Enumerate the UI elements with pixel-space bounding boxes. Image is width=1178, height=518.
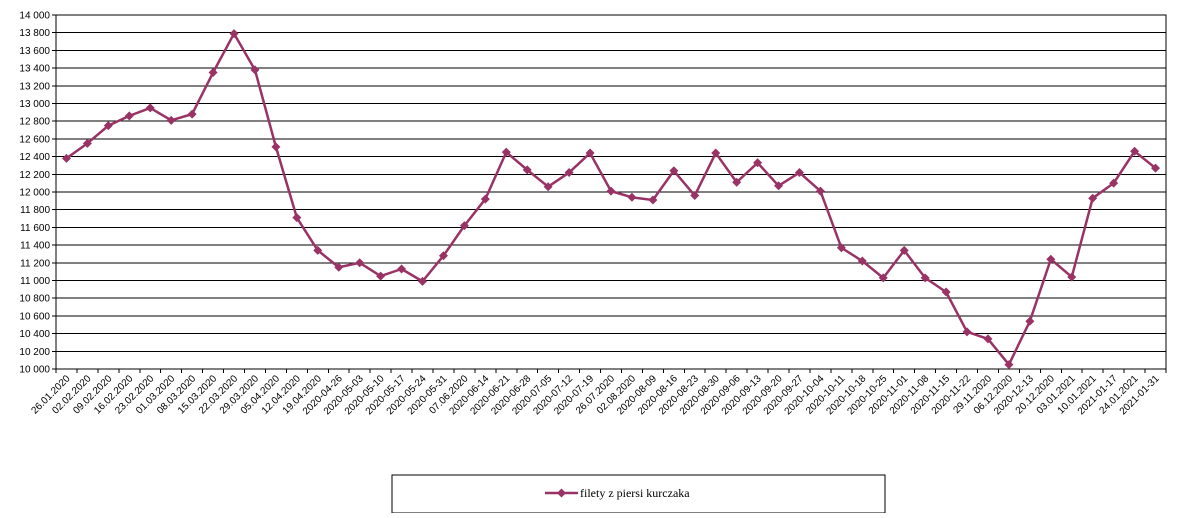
data-point-marker [208, 68, 218, 78]
data-point-marker [145, 103, 155, 113]
data-point-marker [732, 177, 742, 187]
data-point-marker [899, 245, 909, 255]
data-point-marker [983, 334, 993, 344]
data-point-marker [543, 182, 553, 192]
data-point-marker [166, 115, 176, 125]
data-point-marker [815, 186, 825, 196]
data-point-marker [962, 327, 972, 337]
y-axis: 10 000 10 200 10 400 10 600 10 800 11 000 11 2… [19, 11, 56, 376]
y-tick-label: 10 400 [19, 329, 50, 340]
data-point-marker [397, 264, 407, 274]
data-point-marker [920, 273, 930, 283]
y-tick-label: 13 400 [19, 64, 50, 75]
data-point-marker [794, 168, 804, 178]
data-point-marker [501, 147, 511, 157]
data-point-marker [627, 192, 637, 202]
y-tick-label: 12 000 [19, 188, 50, 199]
data-point-marker [271, 142, 281, 152]
y-tick-label: 14 000 [19, 11, 50, 22]
data-point-marker [82, 138, 92, 148]
y-tick-label: 13 200 [19, 81, 50, 92]
data-point-marker [480, 194, 490, 204]
y-tick-label: 11 000 [20, 276, 50, 287]
y-tick-label: 13 000 [19, 99, 50, 110]
data-point-marker [836, 243, 846, 253]
y-tick-label: 13 600 [19, 46, 50, 57]
data-point-marker [459, 221, 469, 231]
y-tick-label: 10 600 [19, 311, 50, 322]
y-tick-label: 12 800 [19, 117, 50, 128]
data-point-marker [941, 287, 951, 297]
data-point-marker [857, 256, 867, 266]
series-markers [61, 29, 1161, 370]
y-tick-label: 11 800 [20, 205, 50, 216]
series-line-layer [65, 32, 1157, 366]
data-point-marker [103, 121, 113, 131]
data-point-marker [878, 273, 888, 283]
y-tick-label: 13 800 [19, 28, 50, 39]
data-point-marker [522, 165, 532, 175]
data-point-marker [187, 109, 197, 119]
data-point-marker [61, 153, 71, 163]
data-point-marker [1088, 193, 1098, 203]
data-point-marker [376, 271, 386, 281]
data-point-marker [1109, 178, 1119, 188]
legend-label: filety z piersi kurczaka [580, 486, 690, 500]
data-point-marker [229, 29, 239, 39]
data-point-marker [711, 148, 721, 158]
y-tick-label: 12 400 [19, 152, 50, 163]
data-point-marker [585, 148, 595, 158]
data-point-marker [564, 168, 574, 178]
y-tick-label: 10 200 [19, 347, 50, 358]
data-point-marker [334, 262, 344, 272]
y-tick-label: 10 000 [19, 365, 50, 376]
series-line [65, 32, 1157, 366]
data-point-marker [250, 65, 260, 75]
data-point-marker [1130, 146, 1140, 156]
y-tick-label: 11 400 [20, 241, 50, 252]
data-point-marker [355, 258, 365, 268]
y-tick-label: 11 600 [20, 223, 50, 234]
data-point-marker [313, 245, 323, 255]
data-point-marker [669, 166, 679, 176]
legend-diamond-marker [557, 488, 566, 498]
data-point-marker [606, 186, 616, 196]
data-point-marker [690, 191, 700, 201]
y-tick-label: 12 600 [19, 134, 50, 145]
y-tick-label: 10 800 [19, 294, 50, 305]
y-tick-label: 12 200 [19, 170, 50, 181]
gridlines [55, 14, 1167, 370]
y-tick-label: 11 200 [20, 258, 50, 269]
legend: filety z piersi kurczaka [391, 474, 886, 514]
data-point-marker [1004, 360, 1014, 370]
x-axis: 26.01.202002.02.202009.02.202016.02.2020… [29, 369, 1167, 417]
data-point-marker [438, 251, 448, 261]
data-point-marker [292, 213, 302, 223]
data-point-marker [1025, 316, 1035, 326]
data-point-marker [1067, 272, 1077, 282]
data-point-marker [124, 111, 134, 121]
data-point-marker [1046, 254, 1056, 264]
legend-box [391, 474, 886, 514]
data-point-marker [753, 158, 763, 168]
data-point-marker [774, 181, 784, 191]
data-point-marker [648, 195, 658, 205]
data-point-marker [418, 276, 428, 286]
data-point-marker [1151, 163, 1161, 173]
